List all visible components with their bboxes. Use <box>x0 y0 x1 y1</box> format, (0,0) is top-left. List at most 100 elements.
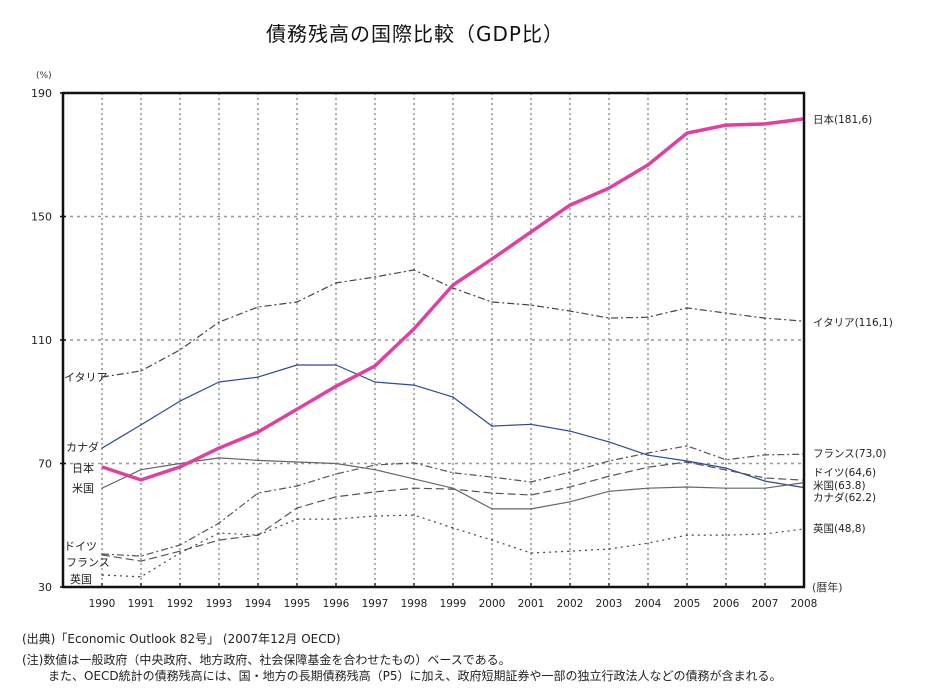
end-label: ドイツ(64,6) <box>813 467 876 479</box>
x-axis-unit-label: (暦年) <box>812 580 843 594</box>
data-point <box>218 522 220 524</box>
y-tick-label: 150 <box>31 211 52 224</box>
data-point <box>764 123 766 125</box>
end-label: 米国(63.8) <box>813 479 866 492</box>
start-label: 日本 <box>72 461 94 475</box>
data-point <box>686 486 688 488</box>
data-point <box>140 370 142 372</box>
end-label: カナダ(62.2) <box>813 491 876 504</box>
y-tick-label: 70 <box>38 458 52 471</box>
data-point <box>647 487 649 490</box>
data-point <box>530 481 532 483</box>
data-point <box>140 576 142 578</box>
data-point <box>296 518 298 520</box>
data-point <box>569 430 571 432</box>
data-point <box>101 574 103 576</box>
data-point <box>530 423 532 426</box>
x-axis-ticks: 1990 1991 1992 1993 1994 1995 1996 1997 1998 1999… <box>89 583 817 610</box>
data-point <box>764 477 766 479</box>
data-point <box>569 486 571 488</box>
data-point <box>530 508 532 510</box>
data-point <box>491 476 493 478</box>
data-point <box>101 376 103 378</box>
data-point <box>374 468 376 471</box>
data-point <box>413 478 415 480</box>
data-point <box>101 487 103 490</box>
x-tick-label: 2007 <box>752 598 779 610</box>
data-point <box>179 466 181 468</box>
data-point <box>413 487 415 490</box>
end-label: フランス(73,0) <box>813 448 886 460</box>
data-point <box>530 231 532 233</box>
data-point <box>335 462 337 465</box>
data-point <box>374 365 376 367</box>
plot-frame <box>61 91 806 589</box>
x-tick-label: 1993 <box>206 598 233 610</box>
data-point <box>530 494 532 496</box>
data-point <box>335 518 337 520</box>
data-point <box>101 466 103 468</box>
data-point <box>296 301 298 303</box>
data-point <box>140 560 142 562</box>
footnote-1: (注)数値は一般政府（中央政府、地方政府、社会保障基金を合わせたもの）ベースであ… <box>22 653 511 667</box>
data-point <box>101 447 103 449</box>
data-point <box>452 487 454 490</box>
data-point <box>296 408 298 411</box>
data-point <box>101 553 103 555</box>
data-point <box>530 304 532 306</box>
data-point <box>335 473 337 475</box>
data-point <box>140 424 142 426</box>
data-point <box>608 460 610 462</box>
y-axis-unit-label: (%) <box>36 71 52 81</box>
data-point <box>296 507 298 509</box>
data-point <box>179 462 181 465</box>
start-label: カナダ <box>66 440 99 454</box>
x-tick-label: 1990 <box>89 598 116 610</box>
data-point <box>257 376 259 378</box>
start-label: フランス <box>66 556 110 569</box>
data-point <box>374 515 376 517</box>
data-point <box>374 381 376 383</box>
data-point <box>491 492 493 494</box>
data-point <box>218 381 220 383</box>
x-tick-label: 1995 <box>284 598 311 610</box>
data-point <box>491 425 493 427</box>
data-point <box>764 480 766 482</box>
data-point <box>725 312 727 314</box>
data-point <box>218 539 220 541</box>
data-point <box>218 321 220 323</box>
data-point <box>725 469 727 471</box>
y-tick-label: 190 <box>31 87 52 100</box>
data-point <box>140 479 142 481</box>
data-point <box>452 284 454 286</box>
data-point <box>647 542 649 544</box>
series-line-3 <box>101 461 805 562</box>
chart-title: 債務残高の国際比較（GDP比） <box>266 22 564 46</box>
x-tick-label: 1998 <box>401 598 428 610</box>
data-point <box>764 533 766 535</box>
x-tick-label: 1991 <box>128 598 155 610</box>
data-point <box>764 487 766 490</box>
data-point <box>569 471 571 473</box>
data-point <box>257 492 259 494</box>
data-point <box>413 462 415 464</box>
data-point <box>491 301 493 303</box>
data-point <box>296 485 298 487</box>
data-point <box>218 457 220 459</box>
data-point <box>647 466 649 469</box>
x-tick-label: 1999 <box>440 598 467 610</box>
data-point <box>686 534 688 536</box>
data-point <box>140 468 142 471</box>
data-point <box>335 385 337 388</box>
data-point <box>296 461 298 463</box>
data-point <box>413 269 415 271</box>
x-tick-label: 2003 <box>596 598 623 610</box>
source-note: (出典)「Economic Outlook 82号」 (2007年12月 OEC… <box>22 632 341 646</box>
data-point <box>179 552 181 554</box>
data-point <box>608 187 610 189</box>
x-tick-label: 2006 <box>713 598 740 610</box>
data-point <box>725 467 727 469</box>
data-point <box>179 544 181 546</box>
